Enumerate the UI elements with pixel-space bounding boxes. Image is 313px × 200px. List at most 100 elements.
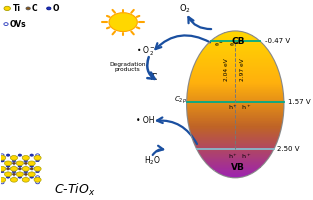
FancyBboxPatch shape [209, 42, 261, 43]
FancyBboxPatch shape [194, 65, 277, 66]
Circle shape [36, 170, 39, 173]
Circle shape [18, 168, 21, 170]
FancyBboxPatch shape [204, 160, 267, 161]
FancyBboxPatch shape [193, 141, 277, 142]
Circle shape [13, 162, 16, 164]
FancyBboxPatch shape [192, 72, 279, 73]
FancyBboxPatch shape [216, 37, 255, 38]
FancyBboxPatch shape [188, 120, 283, 121]
Circle shape [22, 166, 29, 171]
Circle shape [4, 161, 12, 166]
Circle shape [12, 170, 16, 173]
FancyBboxPatch shape [204, 47, 266, 48]
FancyBboxPatch shape [187, 92, 283, 93]
FancyBboxPatch shape [187, 104, 284, 105]
Text: e$^-$   e$^-$: e$^-$ e$^-$ [214, 41, 240, 49]
Circle shape [0, 166, 6, 171]
FancyBboxPatch shape [187, 99, 284, 100]
FancyBboxPatch shape [216, 171, 255, 172]
FancyBboxPatch shape [192, 137, 279, 138]
Text: Ti: Ti [13, 4, 20, 13]
FancyBboxPatch shape [190, 77, 280, 78]
Text: h$^+$  h$^+$: h$^+$ h$^+$ [228, 103, 251, 112]
FancyBboxPatch shape [207, 164, 264, 165]
Circle shape [12, 159, 16, 162]
FancyBboxPatch shape [191, 133, 280, 134]
FancyBboxPatch shape [195, 145, 276, 146]
FancyBboxPatch shape [203, 49, 268, 50]
FancyBboxPatch shape [187, 90, 283, 91]
FancyBboxPatch shape [198, 57, 273, 58]
FancyBboxPatch shape [188, 122, 282, 123]
FancyBboxPatch shape [189, 126, 282, 127]
FancyBboxPatch shape [187, 114, 284, 115]
FancyBboxPatch shape [187, 98, 284, 99]
FancyBboxPatch shape [187, 89, 283, 90]
Text: OVs: OVs [9, 20, 26, 29]
FancyBboxPatch shape [187, 100, 284, 101]
FancyBboxPatch shape [187, 109, 284, 110]
Text: Degradation: Degradation [109, 62, 146, 67]
FancyBboxPatch shape [210, 167, 260, 168]
Text: h$^+$  h$^+$: h$^+$ h$^+$ [228, 152, 251, 161]
FancyBboxPatch shape [188, 124, 282, 125]
Circle shape [4, 6, 10, 11]
Circle shape [0, 181, 4, 184]
FancyBboxPatch shape [202, 157, 269, 158]
FancyBboxPatch shape [198, 152, 272, 153]
FancyBboxPatch shape [201, 51, 269, 52]
Circle shape [24, 159, 28, 162]
Circle shape [36, 181, 39, 184]
Circle shape [36, 176, 39, 178]
FancyBboxPatch shape [188, 86, 282, 87]
FancyBboxPatch shape [190, 130, 281, 131]
FancyBboxPatch shape [187, 102, 284, 103]
Circle shape [0, 154, 4, 156]
Circle shape [16, 172, 23, 177]
FancyBboxPatch shape [206, 162, 265, 163]
FancyBboxPatch shape [191, 75, 280, 76]
FancyBboxPatch shape [217, 172, 254, 173]
Circle shape [34, 177, 41, 182]
FancyBboxPatch shape [190, 78, 281, 79]
Circle shape [22, 156, 29, 160]
FancyBboxPatch shape [191, 73, 279, 74]
FancyBboxPatch shape [187, 108, 284, 109]
FancyBboxPatch shape [212, 168, 259, 169]
FancyBboxPatch shape [198, 151, 273, 152]
Circle shape [28, 172, 35, 177]
Text: VB: VB [231, 163, 245, 172]
FancyBboxPatch shape [227, 176, 244, 177]
FancyBboxPatch shape [189, 80, 281, 81]
Circle shape [6, 154, 10, 156]
Text: 2.04 eV: 2.04 eV [224, 58, 229, 81]
Circle shape [36, 154, 39, 156]
FancyBboxPatch shape [208, 165, 262, 166]
FancyBboxPatch shape [197, 149, 274, 150]
FancyBboxPatch shape [189, 82, 282, 83]
Circle shape [4, 172, 12, 177]
FancyBboxPatch shape [194, 64, 276, 65]
FancyBboxPatch shape [224, 32, 246, 33]
Circle shape [4, 23, 8, 25]
FancyBboxPatch shape [195, 146, 275, 147]
FancyBboxPatch shape [187, 117, 283, 118]
FancyBboxPatch shape [187, 115, 283, 116]
FancyBboxPatch shape [194, 143, 276, 144]
FancyBboxPatch shape [204, 48, 267, 49]
FancyBboxPatch shape [194, 144, 276, 145]
FancyBboxPatch shape [188, 87, 283, 88]
Circle shape [30, 176, 33, 178]
FancyBboxPatch shape [187, 106, 284, 107]
FancyBboxPatch shape [198, 56, 272, 57]
Text: O: O [52, 4, 59, 13]
FancyBboxPatch shape [205, 46, 265, 47]
Circle shape [26, 7, 30, 10]
FancyBboxPatch shape [187, 91, 283, 92]
Text: TC: TC [149, 73, 159, 82]
FancyBboxPatch shape [208, 43, 263, 44]
FancyBboxPatch shape [193, 67, 277, 68]
FancyBboxPatch shape [187, 101, 284, 102]
Circle shape [18, 165, 22, 167]
Text: $C_{2p}$: $C_{2p}$ [174, 94, 187, 106]
